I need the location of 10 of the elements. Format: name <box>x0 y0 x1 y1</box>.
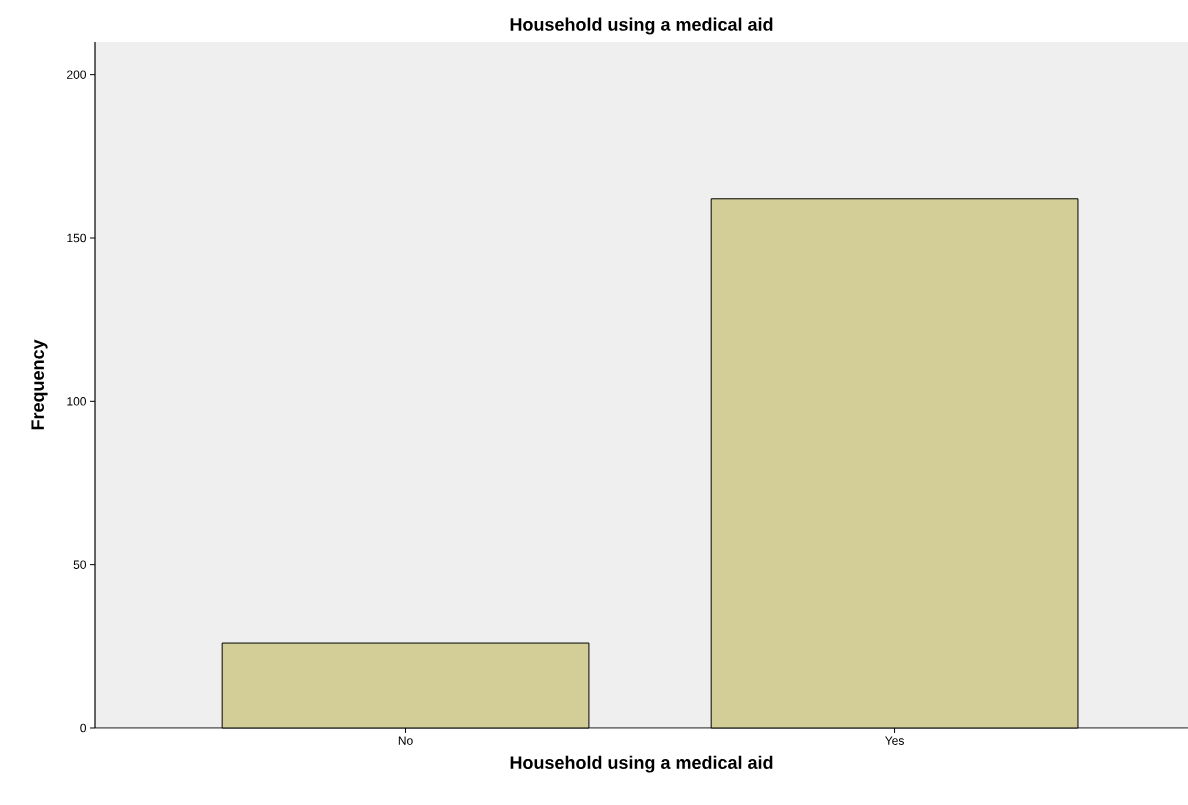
y-tick-label: 200 <box>67 70 87 79</box>
x-axis-title: Household using a medical aid <box>510 755 773 773</box>
y-tick-label: 100 <box>67 397 87 406</box>
chart-title: Household using a medical aid <box>510 17 773 35</box>
y-tick-label: 150 <box>67 233 87 243</box>
y-tick-label: 50 <box>73 560 87 569</box>
x-tick-label: Yes <box>885 736 904 745</box>
y-axis-title: Frequency <box>31 339 48 430</box>
y-tick-label: 0 <box>80 723 87 733</box>
x-tick-label: No <box>398 736 413 745</box>
